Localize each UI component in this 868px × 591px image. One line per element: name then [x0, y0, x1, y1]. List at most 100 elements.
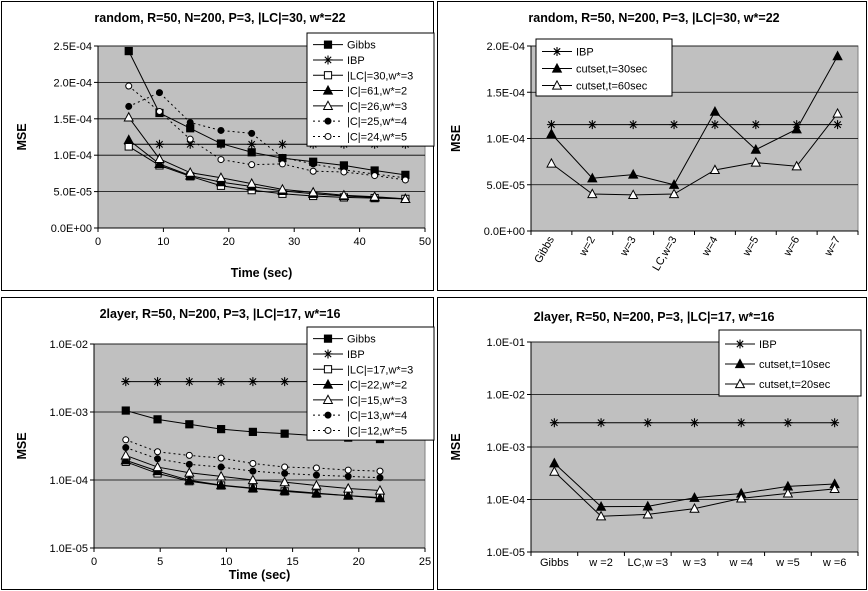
- data-point: [830, 418, 840, 428]
- data-point: [154, 153, 165, 163]
- data-point: [124, 46, 133, 56]
- data-point: [217, 425, 226, 434]
- data-point: [248, 129, 256, 137]
- x-tick-label: w=7: [822, 235, 843, 260]
- data-point: [627, 168, 639, 179]
- y-tick-label: 0.0E+00: [484, 226, 525, 238]
- x-tick-label: 20: [353, 556, 365, 568]
- legend-label: Gibbs: [347, 334, 376, 346]
- data-point: [400, 193, 411, 203]
- data-point: [246, 177, 257, 188]
- data-point: [750, 143, 762, 154]
- legend-marker: [324, 132, 332, 140]
- data-point: [154, 455, 162, 463]
- legend-label: |C|=61,w*=2: [347, 86, 407, 98]
- data-point: [125, 82, 133, 90]
- series-line: [128, 117, 406, 200]
- chart-random-width: random, R=50, N=200, P=3, |LC|=30, w*=22…: [449, 11, 859, 273]
- data-point: [247, 148, 256, 157]
- data-point: [791, 160, 802, 171]
- y-tick-label: 2.0E-04: [53, 77, 92, 89]
- legend-marker: [734, 358, 746, 369]
- legend-label: |C|=13,w*=4: [347, 410, 407, 422]
- x-tick-label: 30: [288, 236, 300, 248]
- legend-label: Gibbs: [347, 40, 376, 52]
- legend-item-c-22-w-2: |C|=22,w*=2: [313, 378, 407, 392]
- data-point: [217, 454, 225, 462]
- chart-2layer-time: 2layer, R=50, N=200, P=3, |LC|=17, w*=16…: [15, 307, 435, 582]
- data-point: [751, 120, 761, 130]
- data-point: [307, 186, 319, 197]
- data-point: [595, 501, 607, 511]
- data-point: [248, 377, 258, 387]
- x-tick-label: 25: [419, 556, 431, 568]
- legend-label: cutset,t=60sec: [576, 81, 648, 93]
- data-point: [249, 459, 257, 467]
- data-point: [311, 487, 322, 498]
- legend-marker: [323, 365, 333, 374]
- data-point: [549, 418, 559, 428]
- y-tick-label: 1.0E-02: [49, 339, 88, 351]
- x-tick-label: 0: [91, 556, 97, 568]
- x-tick-label: 50: [419, 236, 431, 248]
- y-tick-label: 1.5E-04: [486, 87, 525, 99]
- series-line: [128, 50, 406, 176]
- chart-title: 2layer, R=50, N=200, P=3, |LC|=17, w*=16: [100, 307, 341, 321]
- data-point: [186, 118, 194, 126]
- data-point: [689, 502, 700, 513]
- data-point: [312, 464, 320, 472]
- series-cutset-t-30sec: [546, 50, 843, 189]
- data-point: [340, 168, 348, 176]
- y-axis-label: MSE: [15, 123, 29, 150]
- data-point: [374, 492, 386, 503]
- data-point: [281, 463, 289, 471]
- data-point: [710, 120, 720, 130]
- data-point: [278, 160, 286, 168]
- legend-marker: [551, 62, 563, 73]
- data-point: [546, 157, 557, 168]
- series-cutset-t-20sec: [549, 465, 840, 521]
- legend-label: cutset,t=10sec: [759, 359, 831, 371]
- legend-item-ibp: IBP: [725, 339, 777, 351]
- data-point: [216, 139, 226, 149]
- legend: Gibbs IBP |LC|=30,w*=3 |C|=61,w*=2 |C|=26,w*…: [306, 32, 435, 147]
- data-point: [155, 108, 163, 116]
- legend-item-cutset-t-60sec: cutset,t=60sec: [542, 79, 648, 93]
- y-tick-label: 1.0E-04: [49, 475, 88, 487]
- legend-marker: [551, 79, 563, 90]
- data-point: [689, 492, 700, 502]
- data-point: [546, 128, 557, 138]
- data-point: [783, 418, 793, 428]
- data-point: [736, 418, 746, 428]
- y-tick-label: 1.0E-04: [486, 495, 525, 507]
- x-tick-label: w=4: [699, 235, 720, 260]
- chart-2layer-width: 2layer, R=50, N=200, P=3, |LC|=17, w*=16…: [449, 310, 862, 569]
- data-point: [122, 444, 130, 452]
- series-c-26-w-3: [123, 111, 411, 203]
- legend-marker: [323, 55, 333, 65]
- legend-label: |C|=12,w*=5: [347, 425, 407, 437]
- data-point: [371, 172, 379, 180]
- data-point: [216, 377, 226, 387]
- series-c-15-w-3: [120, 449, 386, 495]
- x-tick-label: w=6: [781, 235, 802, 260]
- data-point: [122, 436, 130, 444]
- data-point: [184, 167, 196, 177]
- data-point: [249, 467, 257, 475]
- series-c-13-w-4: [122, 444, 384, 482]
- x-tick-label: w=3: [618, 235, 639, 260]
- series-line: [551, 55, 838, 186]
- legend-item-c-13-w-4: |C|=13,w*=4: [313, 410, 407, 422]
- data-point: [153, 415, 162, 424]
- data-point: [311, 479, 322, 490]
- legend-item-cutset-t-20sec: cutset,t=20sec: [725, 378, 831, 391]
- data-point: [829, 483, 840, 494]
- x-axis-label: Time (sec): [231, 266, 293, 280]
- y-tick-label: 1.0E-01: [486, 337, 525, 349]
- data-point: [280, 429, 289, 438]
- legend-item-cutset-t-10sec: cutset,t=10sec: [725, 358, 831, 371]
- series-cutset-t-60sec: [546, 107, 843, 200]
- legend-item-c-24-w-5: |C|=24,w*=5: [313, 131, 407, 143]
- x-tick-label: LC,w =3: [627, 557, 668, 569]
- data-point: [185, 139, 195, 149]
